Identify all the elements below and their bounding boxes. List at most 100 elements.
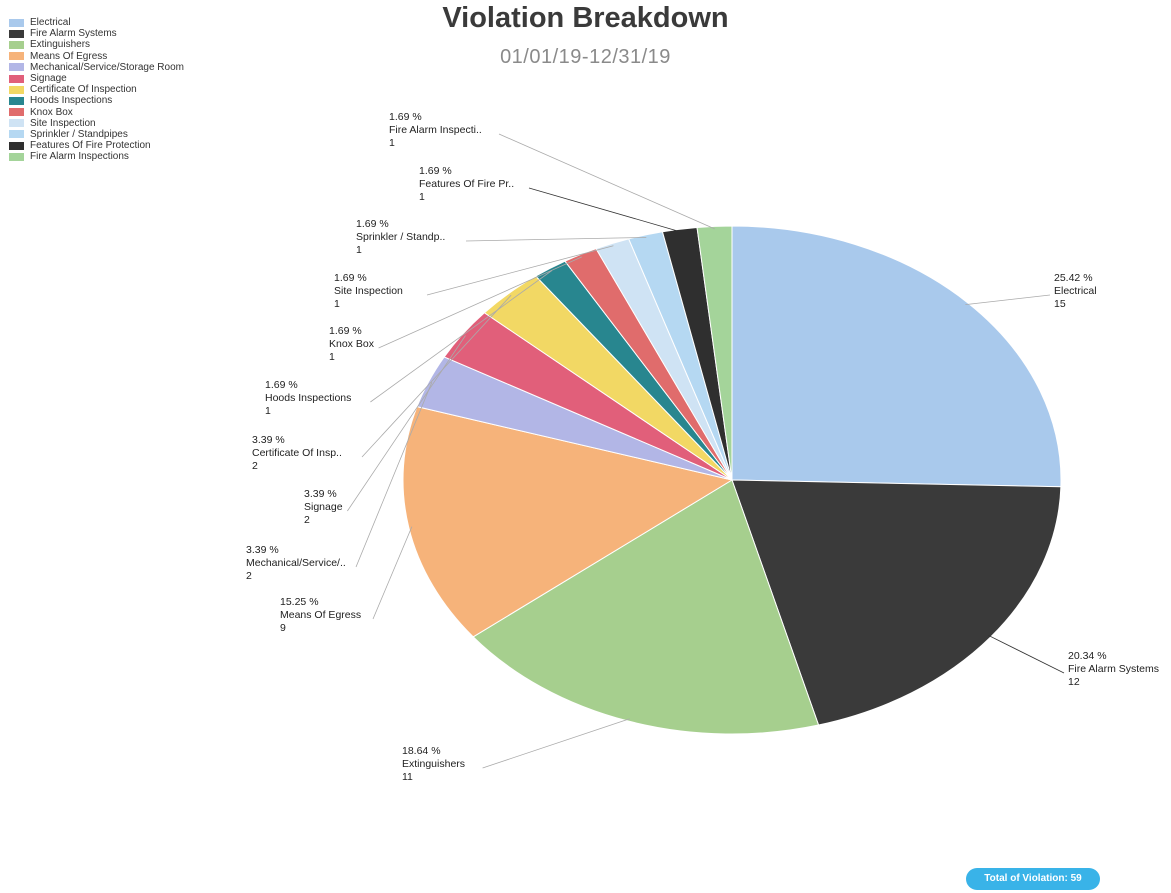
legend-swatch: [9, 85, 24, 94]
pie-slice: [472, 479, 820, 735]
legend-label: Hoods Inspections: [30, 95, 113, 107]
legend-item: Signage: [9, 73, 184, 84]
slice-count-label: 1: [265, 405, 271, 417]
slice-count-label: 12: [1068, 676, 1080, 688]
legend-swatch: [9, 63, 24, 72]
slice-name-label: Sprinkler / Standp..: [356, 231, 445, 243]
leader-line: [426, 245, 614, 296]
slice-name-label: Signage: [304, 501, 343, 513]
slice-count-label: 11: [402, 771, 413, 783]
leader-line: [355, 382, 433, 568]
pie-slice: [696, 225, 733, 481]
total-violations-badge[interactable]: Total of Violation: 59: [966, 868, 1100, 890]
slice-percent-label: 1.69 %: [334, 272, 367, 284]
legend-item: Mechanical/Service/Storage Room: [9, 62, 184, 73]
legend-item: Certificate Of Inspection: [9, 84, 184, 95]
legend-label: Signage: [30, 73, 67, 85]
slice-count-label: 1: [419, 191, 425, 203]
slice-percent-label: 1.69 %: [419, 165, 452, 177]
slice-count-label: 2: [304, 514, 310, 526]
slice-percent-label: 1.69 %: [329, 325, 362, 337]
legend-item: Electrical: [9, 17, 184, 28]
legend-item: Site Inspection: [9, 118, 184, 129]
legend-label: Means Of Egress: [30, 50, 108, 62]
slice-name-label: Features Of Fire Pr..: [419, 178, 514, 190]
slice-name-label: Hoods Inspections: [265, 392, 351, 404]
legend-swatch: [9, 18, 24, 27]
legend-swatch: [9, 52, 24, 61]
slice-count-label: 2: [252, 460, 258, 472]
legend-item: Features Of Fire Protection: [9, 140, 184, 151]
leader-line: [361, 294, 512, 458]
leader-line: [378, 256, 582, 349]
legend-swatch: [9, 108, 24, 117]
legend-item: Sprinkler / Standpipes: [9, 129, 184, 140]
slice-name-label: Site Inspection: [334, 285, 403, 297]
slice-name-label: Electrical: [1054, 285, 1097, 297]
leader-line: [988, 634, 1065, 674]
legend-item: Means Of Egress: [9, 51, 184, 62]
slice-count-label: 1: [356, 244, 362, 256]
slice-percent-label: 20.34 %: [1068, 650, 1107, 662]
slice-count-label: 2: [246, 570, 252, 582]
legend-label: Certificate Of Inspection: [30, 84, 137, 96]
legend-label: Electrical: [30, 17, 71, 29]
slice-percent-label: 3.39 %: [246, 544, 279, 556]
legend-item: Extinguishers: [9, 39, 184, 50]
slice-name-label: Means Of Egress: [280, 609, 361, 621]
pie-slice: [402, 406, 734, 638]
legend-label: Features Of Fire Protection: [30, 140, 151, 152]
legend-item: Fire Alarm Inspections: [9, 151, 184, 162]
slice-percent-label: 1.69 %: [265, 379, 298, 391]
legend-label: Extinguishers: [30, 39, 91, 51]
legend-swatch: [9, 29, 24, 38]
legend-swatch: [9, 40, 24, 49]
leader-line: [528, 187, 681, 233]
slice-name-label: Extinguishers: [402, 758, 465, 770]
slice-percent-label: 25.42 %: [1054, 272, 1093, 284]
pie-slice: [731, 225, 1062, 488]
slice-count-label: 1: [329, 351, 335, 363]
slice-percent-label: 1.69 %: [389, 111, 422, 123]
slice-name-label: Fire Alarm Systems: [1068, 663, 1159, 675]
legend-item: Knox Box: [9, 107, 184, 118]
legend-swatch: [9, 119, 24, 128]
slice-name-label: Certificate Of Insp..: [252, 447, 342, 459]
legend-swatch: [9, 141, 24, 150]
legend-swatch: [9, 96, 24, 105]
slice-count-label: 9: [280, 622, 286, 634]
legend-label: Site Inspection: [30, 117, 96, 129]
legend-item: Fire Alarm Systems: [9, 28, 184, 39]
slice-percent-label: 3.39 %: [304, 488, 337, 500]
legend-swatch: [9, 74, 24, 83]
slice-percent-label: 3.39 %: [252, 434, 285, 446]
leader-line: [965, 294, 1051, 305]
legend-label: Fire Alarm Inspections: [30, 151, 129, 163]
slice-count-label: 1: [389, 137, 395, 149]
slice-percent-label: 18.64 %: [402, 745, 441, 757]
leader-line: [482, 718, 630, 769]
slice-percent-label: 15.25 %: [280, 596, 319, 608]
slice-name-label: Knox Box: [329, 338, 375, 350]
leader-line: [465, 237, 647, 242]
legend-item: Hoods Inspections: [9, 95, 184, 106]
slice-count-label: 15: [1054, 298, 1066, 310]
leader-line: [372, 526, 413, 620]
slice-count-label: 1: [334, 298, 340, 310]
legend: Electrical Fire Alarm Systems Extinguisher…: [9, 17, 184, 162]
leader-line: [347, 335, 466, 512]
leader-line: [370, 270, 553, 403]
chart-subtitle: 01/01/19-12/31/19: [500, 46, 671, 68]
slice-name-label: Fire Alarm Inspecti..: [389, 124, 482, 136]
legend-label: Mechanical/Service/Storage Room: [30, 61, 184, 73]
legend-swatch: [9, 152, 24, 161]
legend-label: Knox Box: [30, 106, 73, 118]
legend-label: Fire Alarm Systems: [30, 28, 117, 40]
legend-label: Sprinkler / Standpipes: [30, 128, 128, 140]
leader-line: [498, 133, 715, 230]
chart-title: Violation Breakdown: [442, 2, 729, 34]
legend-swatch: [9, 130, 24, 139]
slice-percent-label: 1.69 %: [356, 218, 389, 230]
slice-name-label: Mechanical/Service/..: [246, 557, 346, 569]
